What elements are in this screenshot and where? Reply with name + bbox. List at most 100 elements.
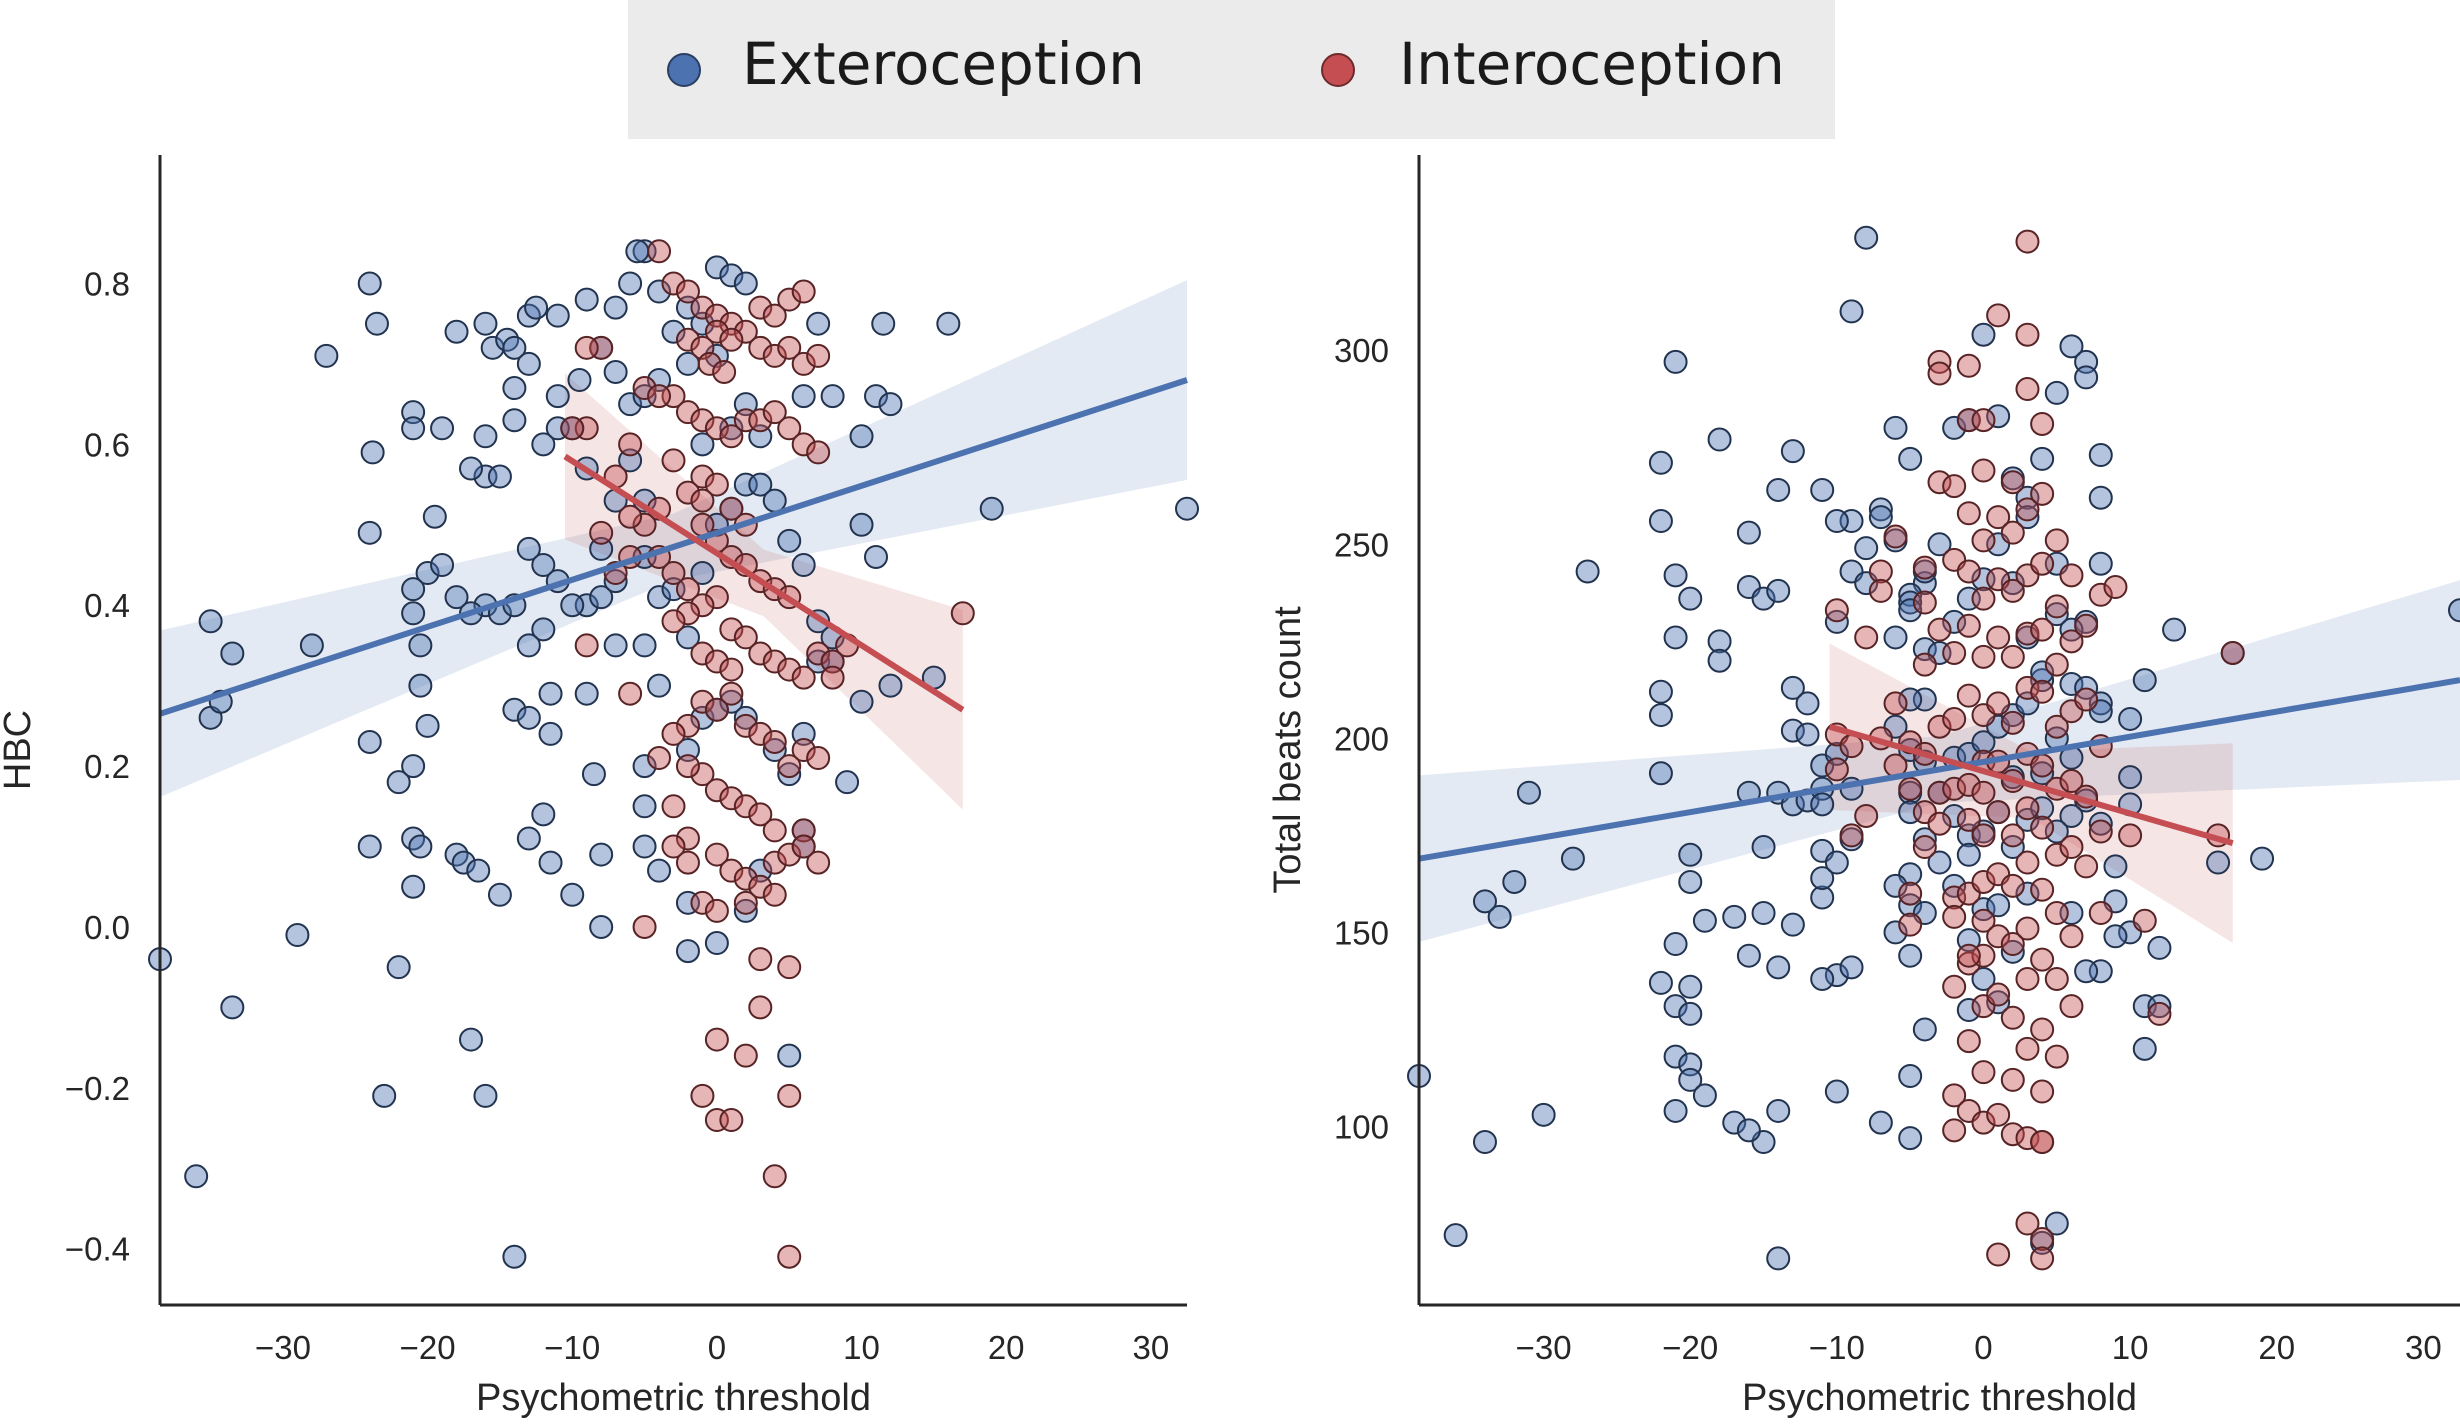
beats-point-interoception [1986,303,2011,328]
hbc-point-exteroception [733,898,758,923]
beats-x-tick-label: 0 [1974,1329,1992,1366]
beats-point-interoception [2220,640,2245,665]
hbc-point-interoception [675,601,700,626]
hbc-point-interoception [704,697,729,722]
beats-point-interoception [1912,555,1937,580]
beats-point-interoception [2030,815,2055,840]
hbc-point-interoception [719,496,744,521]
hbc-point-interoception [733,1043,758,1068]
beats-point-exteroception [1824,509,1849,534]
hbc-point-exteroception [487,464,512,489]
hbc-point-interoception [777,1083,802,1108]
beats-point-exteroception [1810,477,1835,502]
beats-point-exteroception [1883,625,1908,650]
hbc-point-interoception [712,359,737,384]
hbc-point-exteroception [473,1083,498,1108]
beats-point-interoception [1986,800,2011,825]
hbc-point-interoception [806,641,831,666]
hbc-point-exteroception [603,633,628,658]
hbc-point-interoception [791,665,816,690]
beats-point-exteroception [1824,1079,1849,1104]
beats-point-exteroception [2059,334,2084,359]
hbc-point-interoception [675,279,700,304]
beats-point-exteroception [2074,365,2099,390]
beats-point-exteroception [2162,617,2187,642]
beats-ci-band-interoception [1829,643,2233,944]
beats-point-interoception [2074,687,2099,712]
beats-point-exteroception [1854,225,1879,250]
hbc-point-exteroception [386,770,411,795]
hbc-point-exteroception [285,923,310,947]
hbc-point-exteroception [704,255,729,280]
hbc-point-interoception [574,335,599,360]
hbc-point-interoception [704,898,729,923]
beats-point-interoception [1883,524,1908,549]
hbc-x-tick-label: −30 [255,1329,311,1366]
hbc-point-exteroception [871,311,896,336]
beats-point-interoception [1971,823,1996,848]
hbc-y-tick-label: 0.0 [84,909,130,946]
beats-point-exteroception [1766,1098,1791,1123]
beats-point-interoception [2015,850,2040,875]
beats-point-exteroception [1736,520,1761,545]
beats-point-exteroception [1443,1223,1468,1248]
beats-point-exteroception [1898,943,1923,968]
beats-point-interoception [2000,520,2025,545]
hbc-point-exteroception [849,424,874,449]
beats-point-interoception [2044,842,2069,867]
beats-point-interoception [1854,625,1879,650]
hbc-point-interoception [748,802,773,827]
right-panel-total-beats: −30 −20 −10 0 10 20 30 300 250 200 150 100 Psychomet… [1267,155,2460,1419]
hbc-point-interoception [690,295,715,320]
beats-point-exteroception [1472,1129,1497,1154]
hbc-point-exteroception [574,681,599,706]
beats-point-interoception [2059,769,2084,794]
hbc-point-exteroception [560,882,585,907]
hbc-point-interoception [733,319,758,344]
hbc-point-interoception [675,327,700,352]
beats-point-interoception [2015,322,2040,347]
beats-point-interoception [2000,1067,2025,1092]
beats-point-interoception [2118,823,2143,848]
hbc-point-exteroception [473,424,498,449]
hbc-point-exteroception [589,914,614,939]
beats-point-interoception [1956,613,1981,638]
beats-point-interoception [1942,776,1967,801]
hbc-point-interoception [748,295,773,320]
beats-point-interoception [2000,823,2025,848]
hbc-point-exteroception [849,689,874,714]
hbc-point-exteroception [647,279,672,304]
beats-regression-line-interoception [1828,723,2234,847]
hbc-point-interoception [704,1027,729,1052]
beats-point-interoception [2015,377,2040,402]
hbc-point-interoception [675,577,700,602]
beats-point-interoception [1956,772,1981,797]
beats-point-exteroception [1839,299,1864,324]
beats-point-exteroception [1898,1126,1923,1151]
hbc-point-exteroception [372,1083,397,1108]
beats-point-exteroception [2044,602,2069,627]
hbc-point-exteroception [360,440,385,465]
beats-x-tick-label: −20 [1662,1329,1718,1366]
beats-point-exteroception [2103,924,2128,949]
hbc-point-interoception [661,448,686,473]
beats-point-exteroception [2000,939,2025,964]
beats-point-exteroception [2088,443,2113,468]
hbc-point-exteroception [357,271,382,296]
hbc-point-exteroception [538,850,563,875]
beats-point-exteroception [1648,703,1673,728]
beats-point-exteroception [1678,1067,1703,1092]
beats-point-exteroception [1663,932,1688,957]
beats-point-interoception [1854,803,1879,828]
hbc-point-exteroception [618,271,643,296]
hbc-point-exteroception [690,432,715,457]
hbc-point-interoception [733,713,758,738]
beats-point-exteroception [1678,842,1703,867]
hbc-point-exteroception [408,633,433,658]
beats-point-interoception [2000,873,2025,898]
beats-point-exteroception [1678,1001,1703,1026]
hbc-point-exteroception [401,874,426,899]
hbc-point-exteroception [444,585,469,610]
beats-point-interoception [2000,1122,2025,1147]
beats-point-interoception [1956,1029,1981,1054]
